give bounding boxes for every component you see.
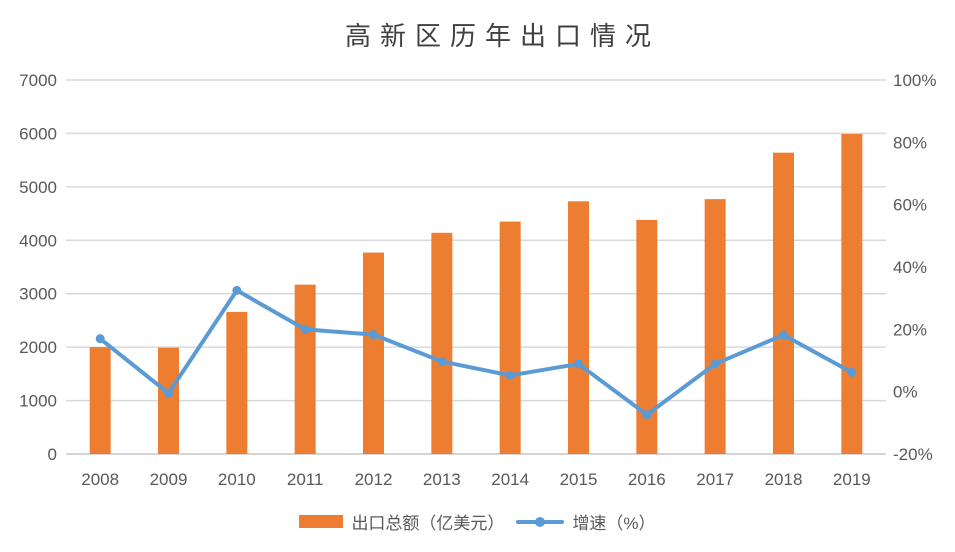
x-axis-label-2018: 2018 (765, 470, 803, 489)
right-axis-tick-label: 80% (893, 133, 927, 152)
bar-legend-swatch-icon (299, 515, 344, 528)
growth-point-2019 (847, 367, 857, 377)
chart-title: 高新区历年出口情况 (344, 22, 660, 52)
right-axis-tick-label: -20% (893, 445, 933, 464)
right-axis-tick-label: 40% (893, 258, 927, 277)
growth-point-2011 (300, 324, 310, 334)
left-axis-tick-label: 0 (48, 445, 57, 464)
x-axis-label-2008: 2008 (81, 470, 119, 489)
export-bar-2015 (568, 201, 589, 454)
x-axis-label-2014: 2014 (491, 470, 529, 489)
export-bar-2013 (431, 232, 453, 454)
growth-point-2009 (164, 388, 173, 398)
x-axis-label-2015: 2015 (560, 470, 598, 489)
growth-point-2008 (95, 334, 105, 344)
line-legend-swatch-icon (516, 516, 565, 527)
export-bar-2011 (294, 284, 316, 454)
left-axis-tick-label: 1000 (19, 392, 57, 411)
legend-item-growth: 增速（%） (516, 509, 656, 534)
export-bar-2009 (158, 347, 179, 454)
right-axis-tick-label: 0% (893, 383, 918, 402)
x-axis-label-2011: 2011 (287, 470, 324, 489)
export-bar-2008 (89, 347, 111, 454)
right-axis-tick-label: 60% (893, 196, 927, 215)
x-axis-label-2009: 2009 (150, 470, 188, 489)
growth-point-2015 (574, 359, 583, 369)
growth-point-2010 (232, 285, 242, 295)
growth-point-2018 (779, 330, 788, 340)
export-bar-2018 (773, 152, 794, 455)
legend: 出口总额（亿美元） 增速（%） (0, 509, 955, 534)
export-bar-2012 (363, 252, 384, 454)
right-axis-tick-label: 20% (893, 320, 927, 339)
left-axis-tick-label: 7000 (19, 71, 57, 90)
left-axis-tick-label: 2000 (19, 338, 57, 357)
growth-point-2014 (505, 370, 515, 380)
x-axis-label-2019: 2019 (833, 470, 871, 489)
growth-point-2017 (710, 359, 720, 369)
export-bar-2014 (499, 221, 521, 454)
export-bar-2017 (704, 199, 726, 454)
x-axis-label-2013: 2013 (423, 470, 461, 489)
line-legend-dot-icon (535, 516, 546, 527)
growth-point-2016 (642, 410, 652, 420)
legend-item-exports: 出口总额（亿美元） (299, 509, 504, 534)
export-bar-2010 (226, 311, 248, 454)
left-axis-tick-label: 4000 (19, 231, 57, 250)
x-axis-label-2016: 2016 (628, 470, 666, 489)
x-axis-label-2012: 2012 (355, 470, 393, 489)
left-axis-tick-label: 3000 (19, 285, 57, 304)
legend-label-exports: 出口总额（亿美元） (351, 514, 505, 533)
growth-point-2012 (369, 330, 378, 340)
chart-plot: 0 1000 2000 3000 4000 5000 6000 7000 -20% 0% 20% 40… (19, 71, 936, 489)
right-axis-tick-label: 100% (893, 71, 936, 90)
left-axis-tick-label: 5000 (19, 178, 57, 197)
export-bar-2016 (636, 219, 658, 454)
x-axis-label-2017: 2017 (696, 470, 734, 489)
growth-point-2013 (437, 356, 447, 366)
export-bar-2019 (841, 133, 863, 454)
left-axis-tick-label: 6000 (19, 124, 57, 143)
growth-line (98, 288, 854, 417)
legend-label-growth: 增速（%） (572, 514, 656, 533)
x-axis-label-2010: 2010 (218, 470, 256, 489)
